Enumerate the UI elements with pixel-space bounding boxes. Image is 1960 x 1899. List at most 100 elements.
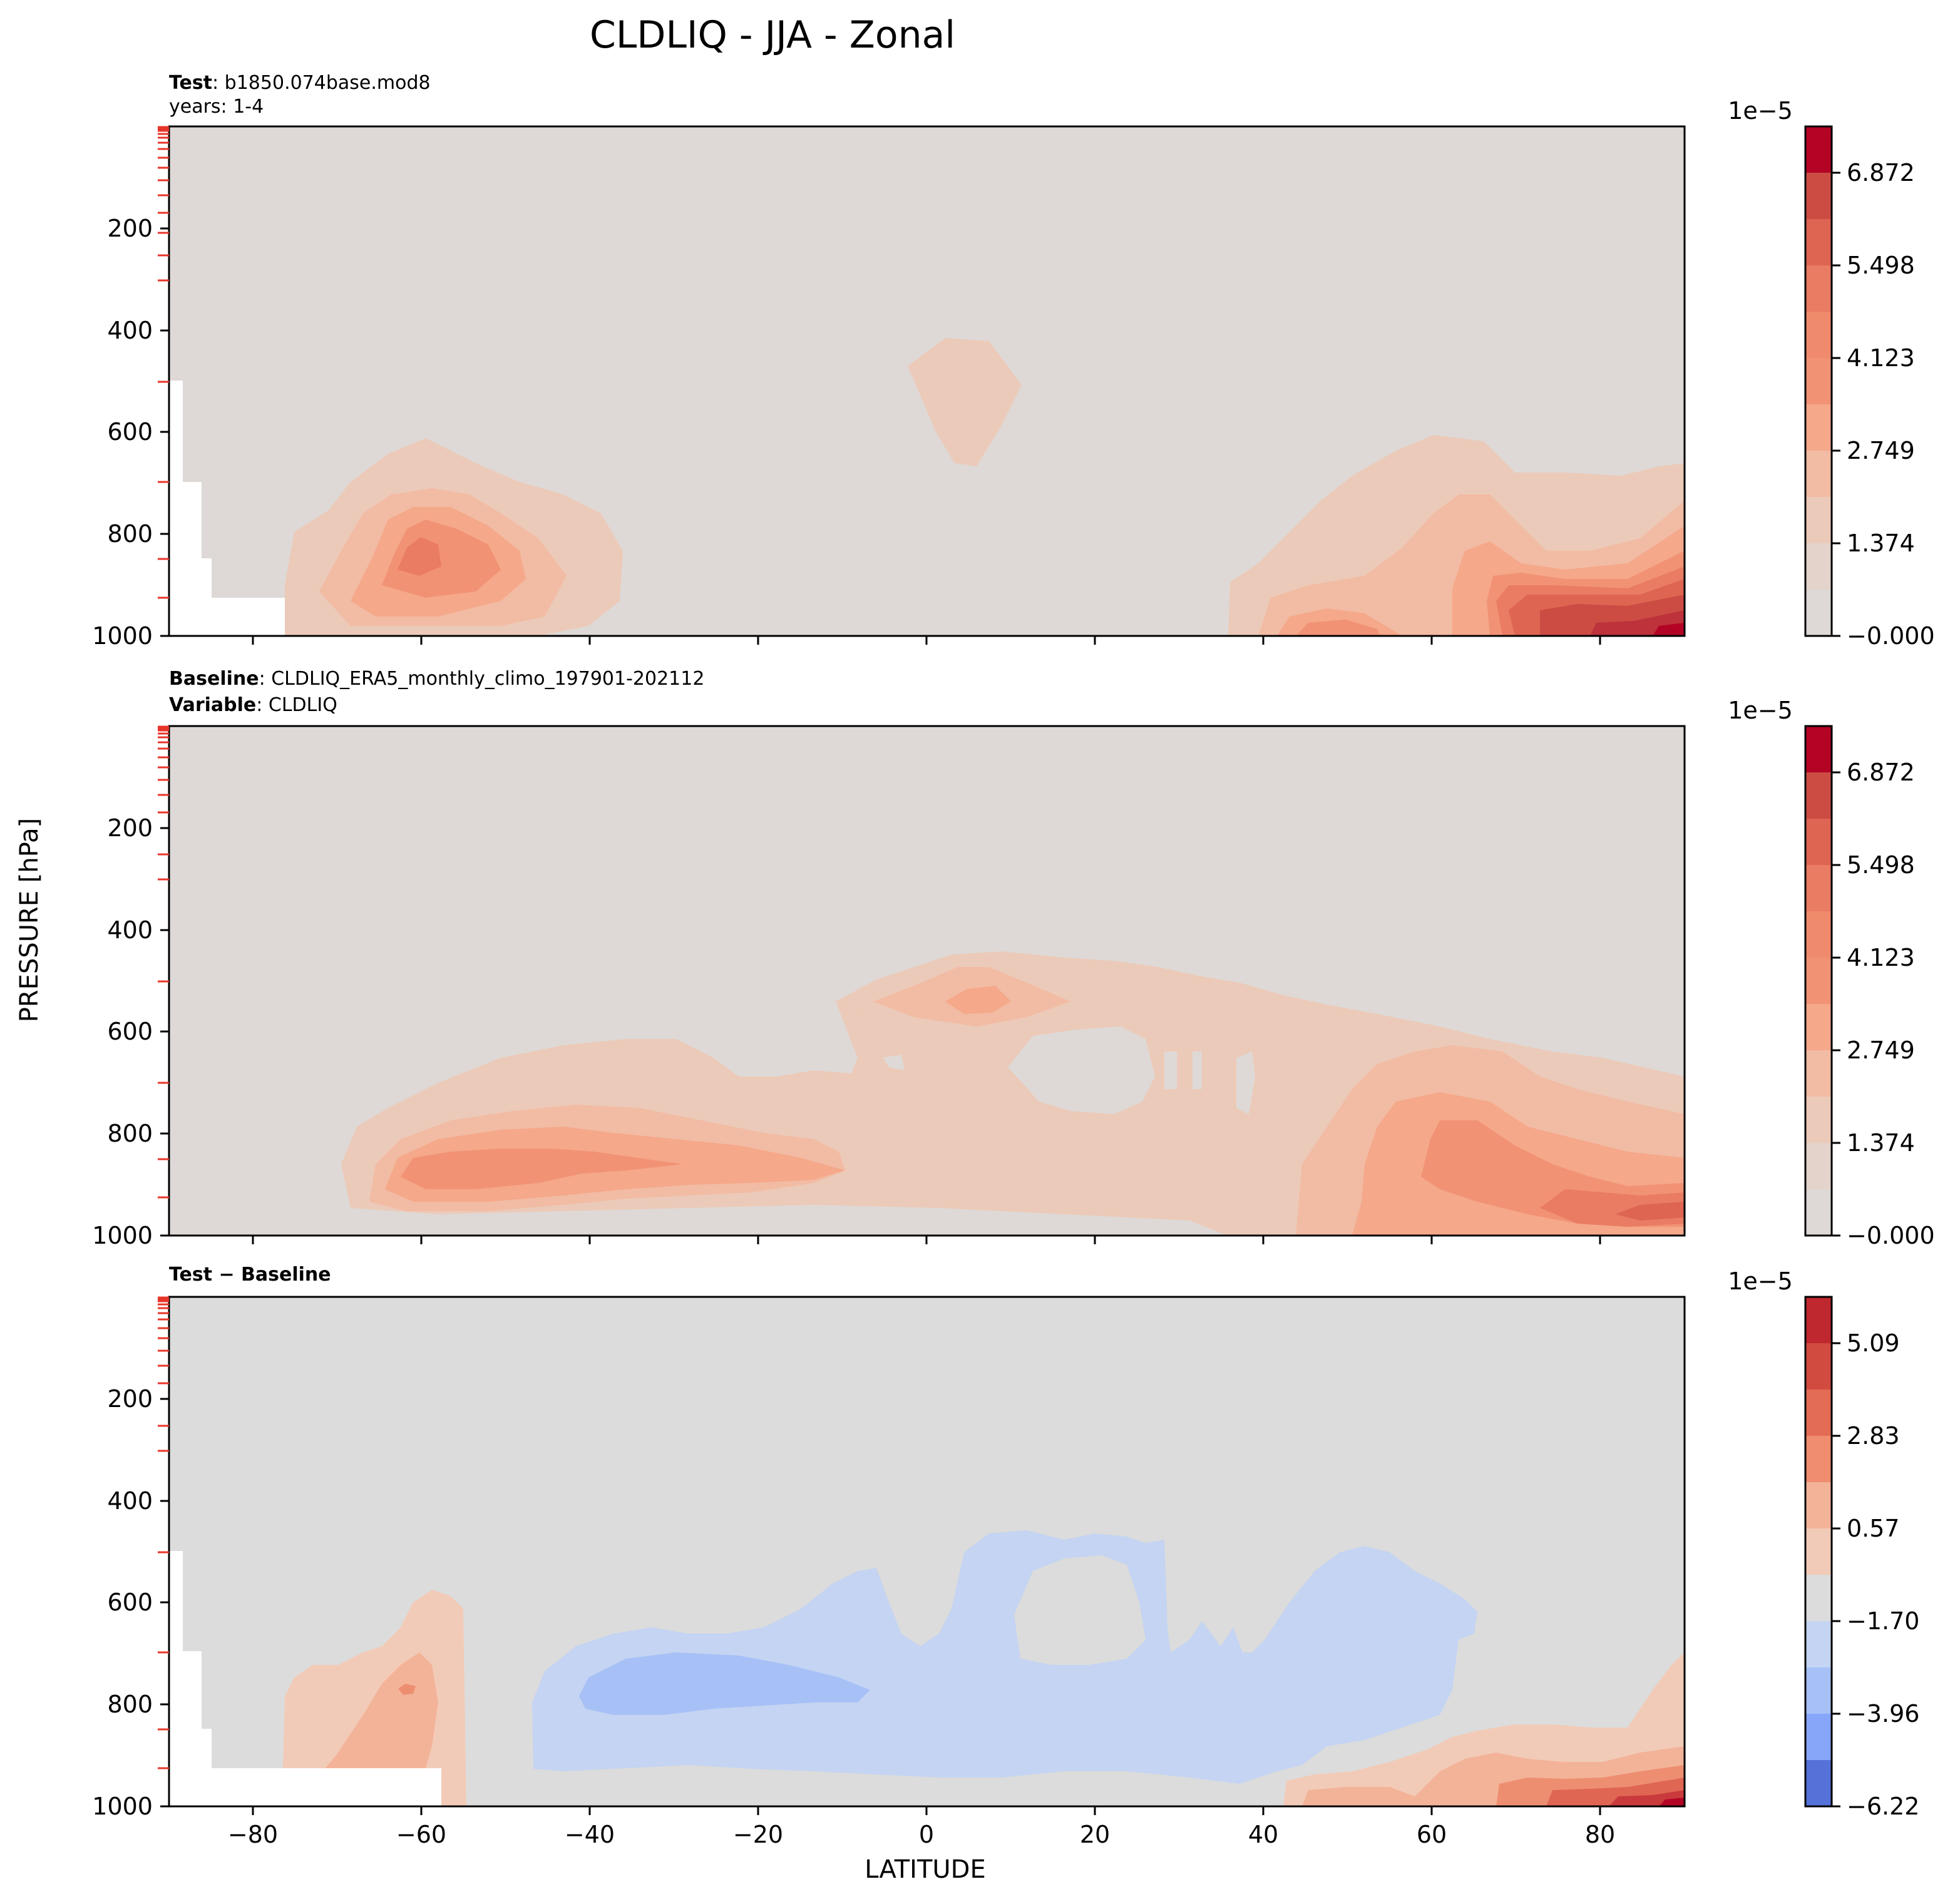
panel-1-nh-contour-5 [1296,620,1380,636]
panel-3-x-ticks: −80 −60 −40 −20 0 20 40 60 80 [228,1806,1615,1848]
panel-2-y-tick-label: 200 [107,814,153,842]
panel-2-colorbar-swatch [1805,1143,1832,1189]
panel-2-header-line2: Variable: CLDLIQ [169,694,337,716]
panel-2-colorbar-exponent: 1e−5 [1728,697,1793,724]
panel-3-y-tick-label: 400 [107,1487,153,1515]
panel-1-colorbar-exponent: 1e−5 [1728,97,1793,125]
panel-2-sh-contour-4 [401,1149,682,1189]
panel-2-colorbar-swatch [1805,819,1832,865]
panel-2-tropical-gap [883,1055,905,1070]
panel-3-contours [169,1297,1685,1806]
panel-3-model-level-marks [158,1296,169,1769]
x-tick-label: 80 [1585,1821,1615,1848]
panel-3-nh-positive-6 [1659,1798,1685,1806]
panel-2-model-level-marks [158,725,169,1199]
panel-3-colorbar-tick: 5.09 [1847,1329,1900,1357]
panel-2-y-tick-label: 400 [107,916,153,944]
panel-difference: Test − Baseline 200 400 600 [92,1264,1919,1848]
panel-3-header-line1: Test − Baseline [169,1264,331,1286]
panel-1-colorbar-swatch [1805,497,1832,543]
panel-2-tropical-gap [1193,1052,1202,1089]
panel-3-colorbar-exponent: 1e−5 [1728,1267,1793,1295]
panel-1-y-tick-label: 600 [107,418,153,446]
panel-2-tropical-gap [1164,1052,1177,1089]
panel-2-colorbar-swatch [1805,1004,1832,1050]
panel-2-colorbar-tick: 2.749 [1847,1037,1915,1064]
panel-1-colorbar-tick: 4.123 [1847,344,1915,372]
panel-3-colorbar-swatch [1805,1343,1832,1390]
panel-1-colorbar-swatch [1805,404,1832,451]
panel-1-colorbar-swatch [1805,590,1832,636]
panel-3-colorbar-tick: −6.22 [1847,1793,1919,1820]
panel-2-colorbar-frame [1804,725,1833,1237]
panel-1-colorbar-swatch [1805,358,1832,404]
panel-2-y-tick-label: 1000 [92,1222,153,1249]
panel-3-colorbar-tick: 0.57 [1847,1515,1900,1542]
panel-3-colorbar-swatch [1805,1621,1832,1667]
x-tick-label: 0 [919,1821,934,1848]
panel-3-colorbar-swatch [1805,1714,1832,1760]
panel-1-colorbar-tick: −0.000 [1847,622,1935,650]
panel-1-sh-contour-4 [382,520,501,598]
panel-3-negative-1 [532,1530,1477,1784]
panel-3-colorbar-frame [1804,1296,1833,1808]
panel-1-sh-contour-5 [398,537,441,576]
panel-3-colorbar-swatch [1805,1297,1832,1343]
panel-2-y-ticks: 200 400 600 800 1000 [92,814,169,1249]
x-tick-label: −40 [565,1821,615,1848]
panel-2-colorbar-swatch [1805,772,1832,819]
panel-3-y-tick-label: 600 [107,1589,153,1616]
panel-1-colorbar: 1e−5 6.872 5.498 4.123 2.749 1.374 −0.00… [1728,97,1934,650]
panel-2-colorbar-swatch [1805,1189,1832,1236]
panel-3-negative-2 [579,1652,870,1715]
panel-1-colorbar-swatch [1805,219,1832,265]
x-tick-label: −80 [228,1821,278,1848]
panel-3-colorbar-swatch [1805,1390,1832,1436]
panel-2-y-tick-label: 800 [107,1120,153,1147]
panel-1-y-tick-label: 1000 [92,622,153,650]
panel-1-y-tick-label: 800 [107,520,153,548]
panel-3-colorbar-swatch [1805,1575,1832,1621]
panel-1-colorbar-swatch [1805,173,1832,219]
panel-1-colorbar-tick: 5.498 [1847,252,1915,279]
panel-1-y-tick-label: 400 [107,317,153,344]
panel-1-colorbar-swatch [1805,126,1832,173]
panel-1-colorbar-swatch [1805,312,1832,358]
panel-2-tropical-mid-3 [945,986,1011,1014]
panel-2-colorbar-tick: 5.498 [1847,851,1915,879]
panel-2-tropical-gap [1008,1026,1155,1114]
panel-1-colorbar-frame [1804,125,1833,637]
panel-3-colorbar-tick: 2.83 [1847,1422,1900,1450]
panel-2-tropical-gap [1236,1052,1255,1114]
panel-1-header-line1: Test: b1850.074base.mod8 [169,72,431,94]
panel-1-colorbar-tick: 6.872 [1847,159,1915,187]
panel-1-x-ticks [252,636,1601,645]
panel-1-nh-contour-11 [1653,623,1685,636]
panel-3-colorbar-swatch [1805,1667,1832,1714]
panel-1-model-level-marks [158,126,169,599]
panel-3-neutral-pocket [1014,1555,1146,1665]
panel-2-contours [169,726,1685,1236]
panel-2-colorbar-tick: −0.000 [1847,1222,1935,1249]
panel-3-colorbar-tick: −1.70 [1847,1607,1919,1635]
panel-2-colorbar-swatch [1805,1097,1832,1143]
panel-1-colorbar-swatch [1805,543,1832,590]
panel-3-colorbar-swatch [1805,1528,1832,1575]
panel-2-colorbar-swatch [1805,1050,1832,1097]
panel-3-y-ticks: 200 400 600 800 1000 [92,1385,169,1820]
panel-1-tropical-contour [908,338,1022,466]
panel-1-colorbar-swatch [1805,451,1832,497]
panel-1-y-ticks: 200 400 600 800 1000 [92,215,169,650]
panel-1-colorbar-tick: 1.374 [1847,530,1915,557]
panel-2-colorbar-swatch [1805,865,1832,911]
panel-3-colorbar-tick: −3.96 [1847,1700,1919,1728]
panel-1-colorbar-swatch [1805,265,1832,312]
panel-3-y-tick-label: 200 [107,1385,153,1413]
panel-2-colorbar-swatch [1805,726,1832,772]
panel-2-colorbar-swatch [1805,911,1832,958]
panel-1-header-line2: years: 1-4 [169,96,264,118]
panel-2-colorbar: 1e−5 6.872 5.498 4.123 2.749 1.374 −0.00… [1728,697,1934,1249]
panel-2-nh-contour-6 [1615,1202,1685,1221]
panel-3-colorbar-swatch [1805,1482,1832,1528]
